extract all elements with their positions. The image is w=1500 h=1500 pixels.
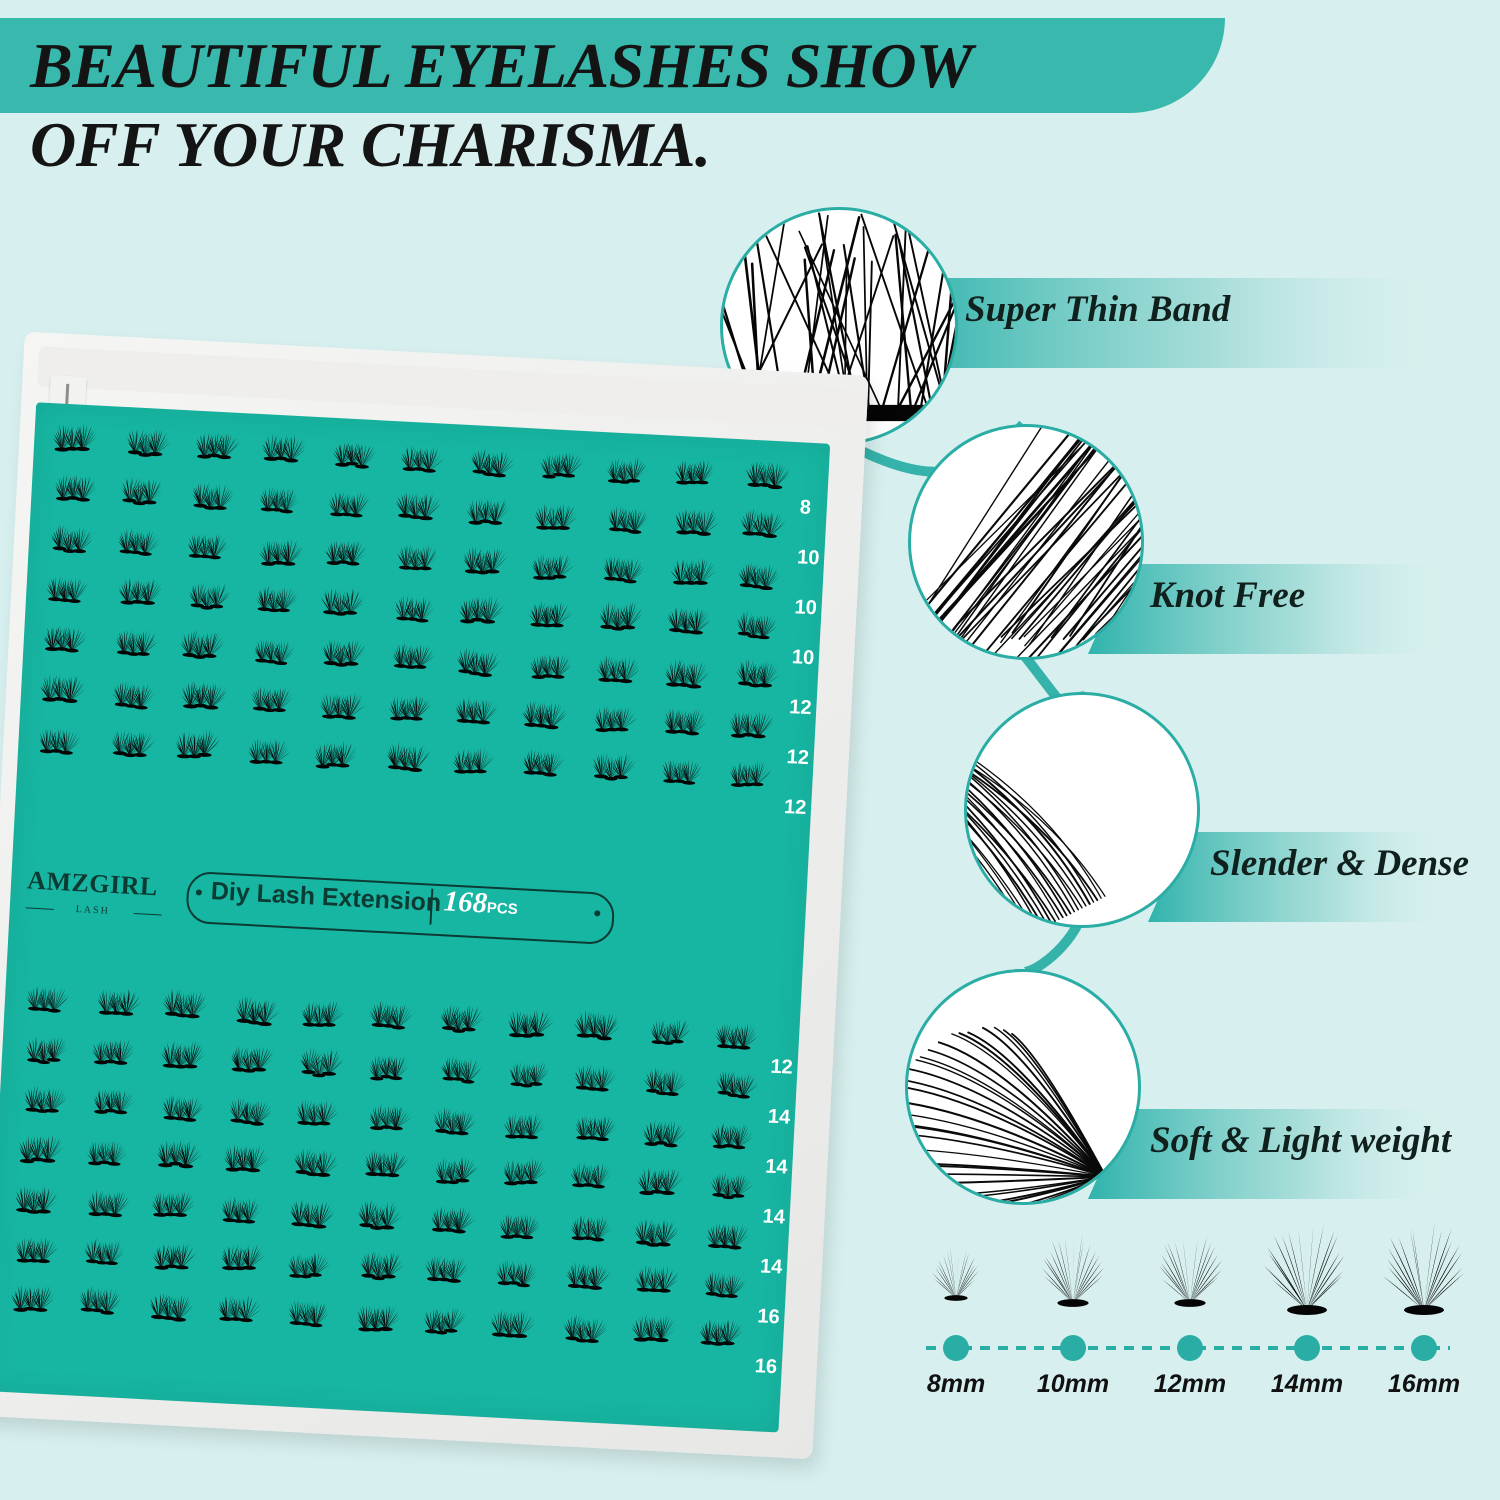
svg-text:16mm: 16mm [1388, 1370, 1460, 1398]
svg-text:12mm: 12mm [1154, 1370, 1226, 1398]
svg-text:10mm: 10mm [1037, 1370, 1109, 1398]
svg-text:8mm: 8mm [927, 1370, 985, 1398]
svg-text:14mm: 14mm [1271, 1370, 1343, 1398]
